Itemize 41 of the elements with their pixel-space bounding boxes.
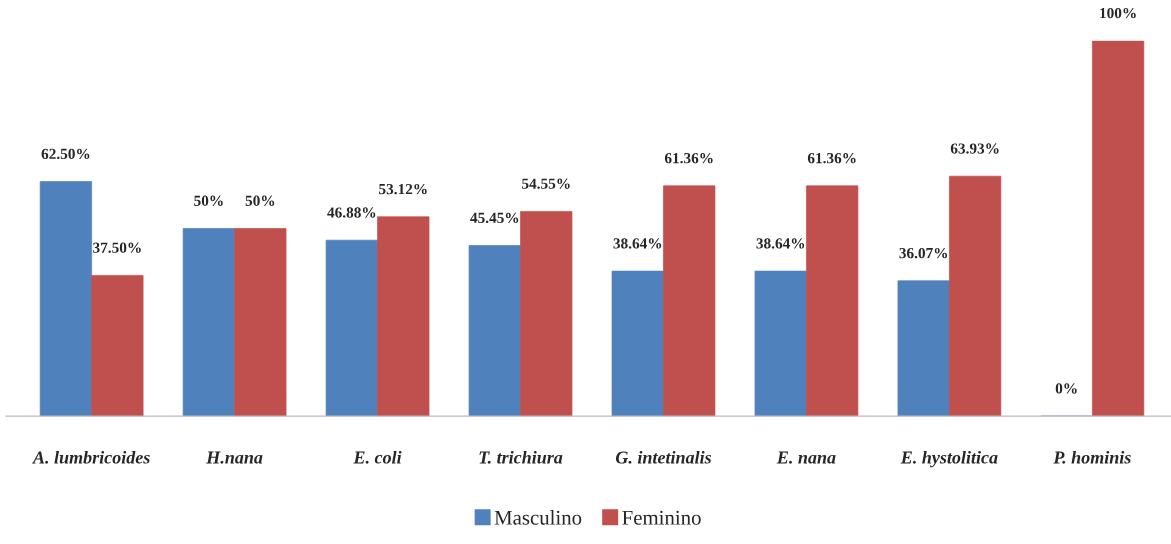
bar [611, 270, 664, 417]
legend-label: Masculino [494, 510, 582, 525]
data-label: 63.93% [950, 143, 999, 154]
x-tick-label: T. trichiura [479, 450, 563, 464]
x-tick-label: E. nana [776, 451, 836, 464]
data-label: 38.64% [756, 238, 805, 249]
bar [949, 175, 1002, 417]
data-label: 62.50% [41, 148, 90, 160]
x-tick-label: H.nana [206, 451, 263, 464]
bar [1092, 40, 1145, 417]
data-label: 54.55% [522, 178, 570, 189]
data-label: 61.36% [664, 152, 713, 164]
data-label: 50% [245, 195, 275, 206]
bar [325, 239, 378, 417]
legend-label: Feminino [622, 510, 701, 525]
data-label: 37.50% [93, 242, 141, 253]
bar [468, 245, 521, 417]
bar [234, 228, 287, 417]
data-label: 0% [1055, 383, 1077, 394]
data-label: 50% [194, 195, 223, 206]
bar [91, 275, 144, 417]
bar [663, 185, 716, 417]
bar [182, 228, 235, 417]
bar [520, 211, 573, 417]
data-label: 61.36% [807, 152, 856, 164]
x-tick-label: E. coli [353, 450, 402, 464]
data-label: 38.64% [613, 238, 662, 249]
bar [377, 216, 430, 417]
x-tick-label: G. intetinalis [615, 450, 712, 464]
bar [897, 280, 950, 417]
x-tick-label: A. lumbricoides [32, 450, 150, 464]
data-label: 46.88% [327, 207, 376, 218]
bar [754, 270, 807, 417]
data-label: 36.07% [899, 247, 948, 259]
data-label: 53.12% [379, 183, 427, 195]
bar [806, 185, 859, 417]
x-tick-label: P. hominis [1053, 450, 1131, 464]
x-tick-label: E. hystolitica [900, 450, 998, 468]
data-label: 100% [1100, 7, 1136, 19]
bar [39, 181, 92, 417]
data-label: 45.45% [470, 212, 519, 224]
